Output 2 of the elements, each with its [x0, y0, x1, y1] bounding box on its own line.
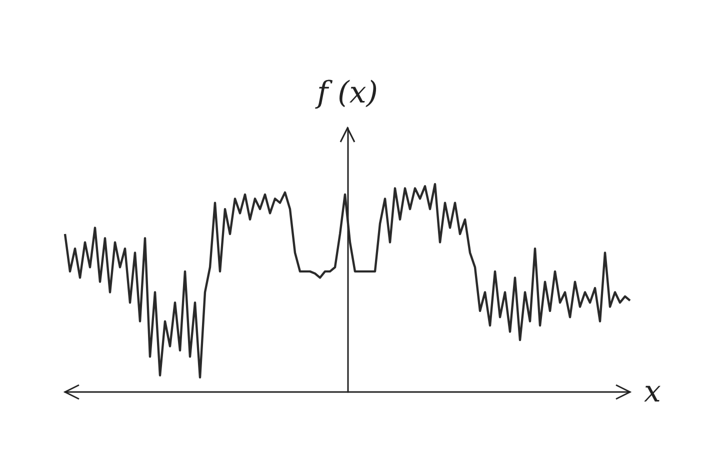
x-axis-title: x: [644, 374, 661, 410]
y-axis-title: f (x): [315, 76, 378, 110]
